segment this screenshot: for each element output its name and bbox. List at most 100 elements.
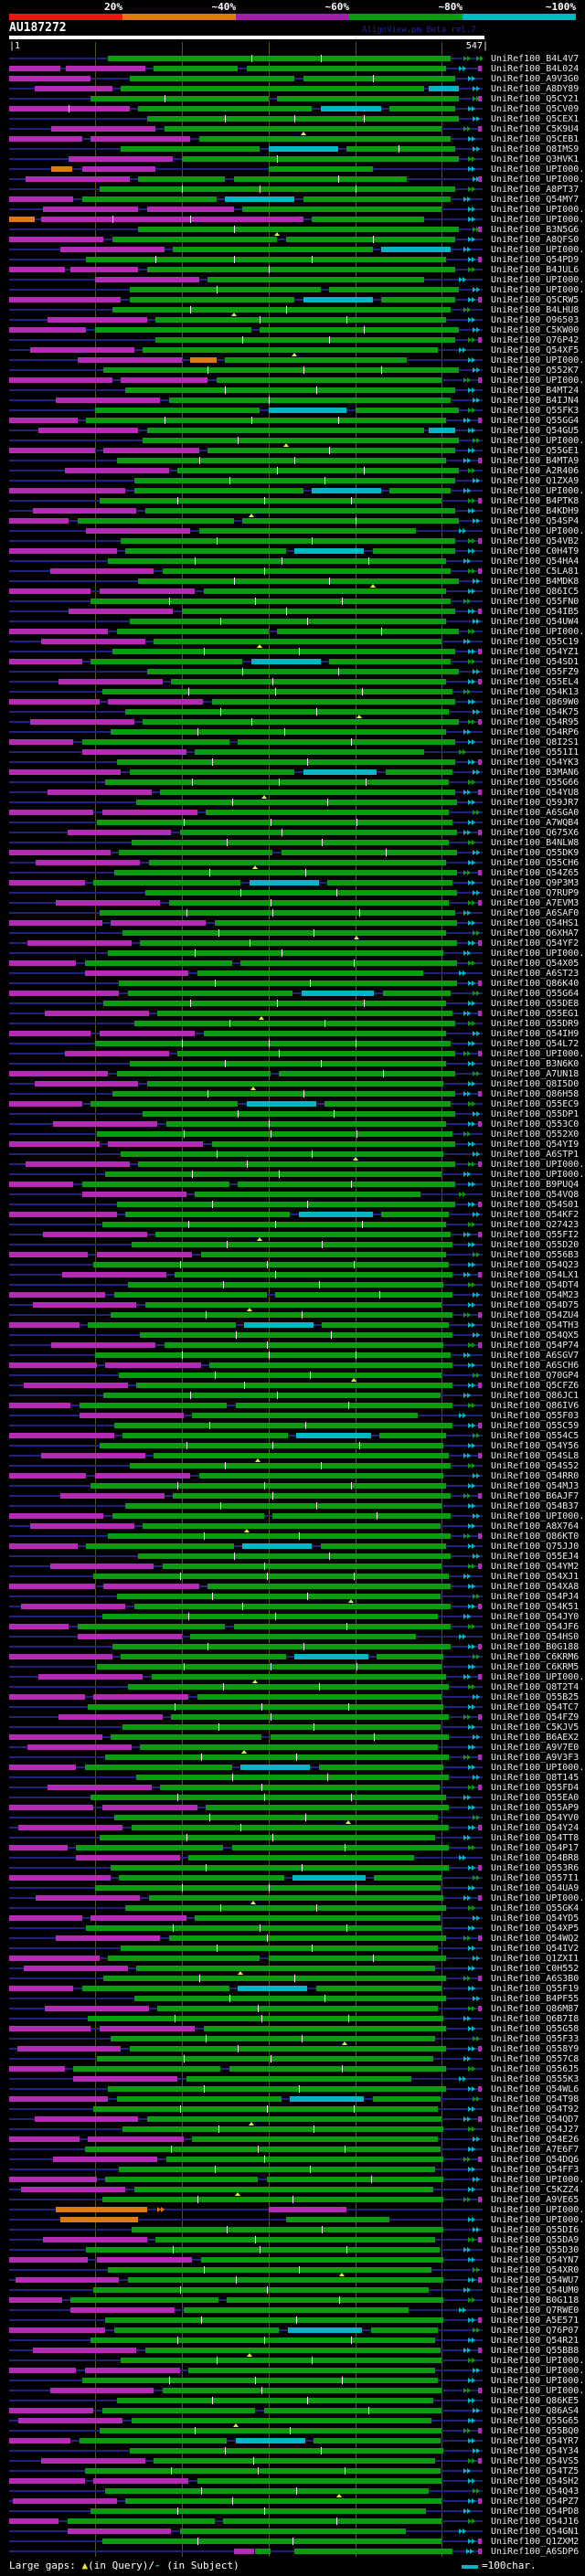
hit-label[interactable]: UniRef100_Q54Q23 — [491, 1260, 580, 1270]
hit-label[interactable]: UniRef100_Q54SD1 — [491, 657, 580, 667]
hit-label[interactable]: UniRef100_UPI000.. — [491, 2376, 585, 2386]
hit-label[interactable]: UniRef100_Q54PJ4 — [491, 1592, 580, 1602]
hit-label[interactable]: UniRef100_B4MTA9 — [491, 456, 580, 466]
hit-label[interactable]: UniRef100_UPI000.. — [491, 355, 585, 366]
hit-label[interactable]: UniRef100_Q1ZXA9 — [491, 476, 580, 486]
hit-label[interactable]: UniRef100_UPI000.. — [491, 164, 585, 175]
hit-label[interactable]: UniRef100_Q5CFZ6 — [491, 1381, 580, 1391]
hit-label[interactable]: UniRef100_B6AJF7 — [491, 1491, 580, 1501]
hit-label[interactable]: UniRef100_Q54IV2 — [491, 1944, 580, 1954]
hit-label[interactable]: UniRef100_Q54IB5 — [491, 607, 580, 617]
hit-label[interactable]: UniRef100_Q54T92 — [491, 2104, 580, 2115]
hit-label[interactable]: UniRef100_Q8I2S1 — [491, 737, 580, 747]
hit-label[interactable]: UniRef100_Q8IMS9 — [491, 144, 580, 154]
hit-label[interactable]: UniRef100_A7WQB4 — [491, 818, 580, 828]
hit-label[interactable]: UniRef100_UPI000.. — [491, 436, 585, 446]
hit-label[interactable]: UniRef100_Q55EL4 — [491, 677, 580, 687]
hit-label[interactable]: UniRef100_A9V3F3 — [491, 1753, 580, 1763]
hit-label[interactable]: UniRef100_Q3HVK1 — [491, 154, 580, 164]
hit-label[interactable]: UniRef100_B4MDK8 — [491, 577, 580, 587]
hit-label[interactable]: UniRef100_Q6XHA7 — [491, 928, 580, 938]
hit-label[interactable]: UniRef100_Q86IC5 — [491, 587, 580, 597]
hit-label[interactable]: UniRef100_A9V3G0 — [491, 74, 580, 84]
hit-label[interactable]: UniRef100_Q54VS5 — [491, 2456, 580, 2466]
hit-label[interactable]: UniRef100_Q55CH6 — [491, 858, 580, 868]
hit-label[interactable]: UniRef100_Q54Y34 — [491, 2446, 580, 2456]
hit-label[interactable]: UniRef100_Q55C19 — [491, 637, 580, 647]
hit-label[interactable]: UniRef100_Q54XP5 — [491, 1924, 580, 1934]
hit-label[interactable]: UniRef100_Q54XF5 — [491, 345, 580, 355]
hit-label[interactable]: UniRef100_Q75JJ0 — [491, 1542, 580, 1552]
hit-label[interactable]: UniRef100_Q54D75 — [491, 1300, 580, 1310]
hit-label[interactable]: UniRef100_Q86KE5 — [491, 2396, 580, 2406]
hit-label[interactable]: UniRef100_Q55FN0 — [491, 597, 580, 607]
hit-label[interactable]: UniRef100_Q55GE1 — [491, 446, 580, 456]
hit-label[interactable]: UniRef100_UPI000.. — [491, 627, 585, 637]
hit-label[interactable]: UniRef100_Q54T98 — [491, 2094, 580, 2104]
hit-label[interactable]: UniRef100_Q54YF2 — [491, 938, 580, 949]
hit-label[interactable]: UniRef100_B4L024 — [491, 64, 580, 74]
hit-label[interactable]: UniRef100_Q8T145 — [491, 1773, 580, 1783]
hit-label[interactable]: UniRef100_Q54YK3 — [491, 758, 580, 768]
hit-label[interactable]: UniRef100_UPI000.. — [491, 2175, 585, 2185]
hit-label[interactable]: UniRef100_Q54L72 — [491, 1039, 580, 1049]
hit-label[interactable]: UniRef100_A6SCH6 — [491, 1361, 580, 1371]
hit-label[interactable]: UniRef100_C6KRM5 — [491, 1662, 580, 1672]
hit-label[interactable]: UniRef100_Q86K40 — [491, 979, 580, 989]
hit-label[interactable]: UniRef100_Q55B25 — [491, 1692, 580, 1702]
hit-label[interactable]: UniRef100_Q556B3 — [491, 1250, 580, 1260]
hit-label[interactable]: UniRef100_Q55DP1 — [491, 1109, 580, 1119]
hit-label[interactable]: UniRef100_UPI000.. — [491, 275, 585, 285]
hit-label[interactable]: UniRef100_B4PTK8 — [491, 496, 580, 506]
hit-label[interactable]: UniRef100_Q54B37 — [491, 1501, 580, 1511]
hit-label[interactable]: UniRef100_Q54E26 — [491, 2135, 580, 2145]
hit-label[interactable]: UniRef100_UPI000.. — [491, 1170, 585, 1180]
hit-label[interactable]: UniRef100_UPI000.. — [491, 1893, 585, 1903]
hit-label[interactable]: UniRef100_Q55EJ4 — [491, 1552, 580, 1562]
hit-label[interactable]: UniRef100_Q54P74 — [491, 1341, 580, 1351]
hit-label[interactable]: UniRef100_Q869W0 — [491, 697, 580, 707]
hit-label[interactable]: UniRef100_Q557I1 — [491, 1873, 580, 1883]
hit-label[interactable]: UniRef100_Q54K75 — [491, 707, 580, 717]
hit-label[interactable]: UniRef100_A7UN18 — [491, 1069, 580, 1079]
hit-label[interactable]: UniRef100_B4IJN4 — [491, 396, 580, 406]
hit-label[interactable]: UniRef100_A8DY89 — [491, 84, 580, 94]
hit-label[interactable]: UniRef100_A6S3B0 — [491, 1974, 580, 1984]
hit-label[interactable]: UniRef100_Q54XA8 — [491, 1582, 580, 1592]
hit-label[interactable]: UniRef100_A9VE65 — [491, 2195, 580, 2205]
hit-label[interactable]: UniRef100_B4MT24 — [491, 386, 580, 396]
hit-label[interactable]: UniRef100_Q54R21 — [491, 2336, 580, 2346]
hit-label[interactable]: UniRef100_Q54QX5 — [491, 1330, 580, 1341]
hit-label[interactable]: UniRef100_UPI000.. — [491, 486, 585, 496]
hit-label[interactable]: UniRef100_UPI000.. — [491, 285, 585, 295]
hit-label[interactable]: UniRef100_Q1ZXI1 — [491, 1954, 580, 1964]
hit-label[interactable]: UniRef100_B3N6K0 — [491, 1059, 580, 1069]
hit-label[interactable]: UniRef100_Q54YZ1 — [491, 647, 580, 657]
hit-label[interactable]: UniRef100_Q55BQ0 — [491, 2426, 580, 2436]
hit-label[interactable]: UniRef100_UPI000.. — [491, 205, 585, 215]
hit-label[interactable]: UniRef100_Q54K13 — [491, 687, 580, 697]
hit-label[interactable]: UniRef100_Q54HS0 — [491, 1632, 580, 1642]
hit-label[interactable]: UniRef100_B4L4V7 — [491, 54, 580, 64]
hit-label[interactable]: UniRef100_Q7RUP9 — [491, 888, 580, 898]
hit-label[interactable]: UniRef100_Q54GU5 — [491, 426, 580, 436]
hit-label[interactable]: UniRef100_B0G188 — [491, 1642, 580, 1652]
hit-label[interactable]: UniRef100_Q54Z65 — [491, 868, 580, 878]
hit-label[interactable]: UniRef100_UPI000.. — [491, 526, 585, 536]
hit-label[interactable]: UniRef100_B4JUL6 — [491, 265, 580, 275]
hit-label[interactable]: UniRef100_Q54ZU4 — [491, 1310, 580, 1320]
hit-label[interactable]: UniRef100_Q55AP9 — [491, 1803, 580, 1813]
hit-label[interactable]: UniRef100_Q5CV09 — [491, 104, 580, 114]
hit-label[interactable]: UniRef100_Q54RR0 — [491, 1471, 580, 1481]
hit-label[interactable]: UniRef100_Q54FZ9 — [491, 1712, 580, 1723]
hit-label[interactable]: UniRef100_Q54UW4 — [491, 617, 580, 627]
hit-label[interactable]: UniRef100_Q55BB8 — [491, 2346, 580, 2356]
hit-label[interactable]: UniRef100_Q8T2T4 — [491, 1682, 580, 1692]
hit-label[interactable]: UniRef100_Q54VQ8 — [491, 1190, 580, 1200]
hit-label[interactable]: UniRef100_Q54YV0 — [491, 1813, 580, 1823]
hit-label[interactable]: UniRef100_Q54YI9 — [491, 1140, 580, 1150]
hit-label[interactable]: UniRef100_A9V7E0 — [491, 1743, 580, 1753]
hit-label[interactable]: UniRef100_Q54TZ5 — [491, 2466, 580, 2476]
hit-label[interactable]: UniRef100_UPI000.. — [491, 1672, 585, 1682]
hit-label[interactable]: UniRef100_Q555K3 — [491, 2074, 580, 2084]
